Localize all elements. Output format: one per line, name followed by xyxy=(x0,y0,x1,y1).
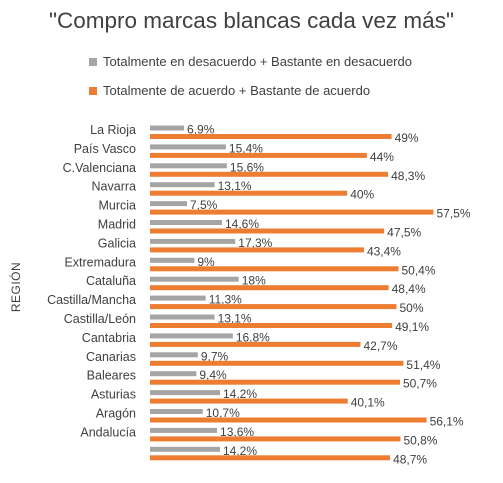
value-label-desacuerdo-cataluna: 18% xyxy=(242,274,266,288)
value-label-desacuerdo-aragon: 10,7% xyxy=(206,406,240,420)
value-label-acuerdo-galicia: 43,4% xyxy=(367,244,401,258)
category-label-castilla-leon: Castilla/León xyxy=(64,312,136,326)
value-label-acuerdo-cataluna: 48,4% xyxy=(392,282,426,296)
category-label-andalucia: Andalucía xyxy=(80,425,136,439)
bar-acuerdo-aragon xyxy=(150,417,427,423)
bar-desacuerdo-murcia xyxy=(150,201,187,207)
bar-acuerdo-baleares xyxy=(150,379,400,385)
value-label-desacuerdo-row-18: 14,2% xyxy=(223,444,257,458)
value-label-desacuerdo-cantabria: 16,8% xyxy=(236,330,270,344)
bar-desacuerdo-cantabria xyxy=(150,333,233,339)
value-label-acuerdo-navarra: 40% xyxy=(350,188,374,202)
bar-acuerdo-extremadura xyxy=(150,266,399,272)
value-label-acuerdo-extremadura: 50,4% xyxy=(401,263,435,277)
bar-acuerdo-canarias xyxy=(150,360,404,366)
category-label-cataluna: Cataluña xyxy=(86,274,136,288)
category-label-madrid: Madrid xyxy=(98,218,136,232)
category-label-galicia: Galicia xyxy=(98,236,136,250)
bar-acuerdo-asturias xyxy=(150,398,348,404)
category-label-murcia: Murcia xyxy=(98,199,136,213)
category-label-asturias: Asturias xyxy=(91,388,136,402)
bar-desacuerdo-extremadura xyxy=(150,257,195,263)
bar-desacuerdo-asturias xyxy=(150,390,221,396)
bar-desacuerdo-canarias xyxy=(150,352,198,358)
bar-acuerdo-castilla-leon xyxy=(150,323,393,328)
value-label-desacuerdo-la-rioja: 6,9% xyxy=(187,123,215,137)
value-label-acuerdo-aragon: 56,1% xyxy=(430,415,464,429)
value-label-acuerdo-asturias: 40,1% xyxy=(351,396,385,410)
value-label-desacuerdo-castilla-mancha: 11,3% xyxy=(209,293,242,307)
bar-desacuerdo-galicia xyxy=(150,238,236,244)
legend-label-desacuerdo: Totalmente en desacuerdo + Bastante en d… xyxy=(103,54,412,69)
value-label-desacuerdo-madrid: 14,6% xyxy=(225,217,259,231)
chart-title: "Compro marcas blancas cada vez más" xyxy=(49,8,454,33)
legend-item-acuerdo: Totalmente de acuerdo + Bastante de acue… xyxy=(89,83,370,98)
bar-acuerdo-galicia xyxy=(150,247,364,253)
bar-desacuerdo-pais-vasco xyxy=(150,144,226,150)
bar-desacuerdo-madrid xyxy=(150,220,222,225)
value-label-acuerdo-row-18: 48,7% xyxy=(393,452,427,466)
value-label-desacuerdo-pais-vasco: 15,4% xyxy=(229,141,263,155)
bar-acuerdo-row-18 xyxy=(150,455,391,461)
category-label-navarra: Navarra xyxy=(92,180,137,194)
bar-acuerdo-madrid xyxy=(150,228,385,234)
value-label-desacuerdo-navarra: 13,1% xyxy=(218,179,252,193)
category-label-pais-vasco: País Vasco xyxy=(74,142,136,156)
value-label-acuerdo-la-rioja: 49% xyxy=(395,131,419,145)
value-label-desacuerdo-murcia: 7,5% xyxy=(190,198,218,212)
category-label-c-valenciana: C.Valenciana xyxy=(63,161,136,175)
bar-acuerdo-cataluna xyxy=(150,285,389,291)
bar-desacuerdo-andalucia xyxy=(150,427,218,433)
value-label-acuerdo-castilla-mancha: 50% xyxy=(400,301,424,315)
bar-acuerdo-andalucia xyxy=(150,436,401,442)
bar-acuerdo-castilla-mancha xyxy=(150,304,397,310)
bar-desacuerdo-row-18 xyxy=(150,446,221,452)
bar-acuerdo-cantabria xyxy=(150,341,361,347)
bar-desacuerdo-c-valenciana xyxy=(150,163,227,169)
bar-desacuerdo-cataluna xyxy=(150,276,239,282)
category-label-cantabria: Cantabria xyxy=(82,331,136,345)
y-axis-title: REGIÓN xyxy=(8,262,23,312)
value-label-acuerdo-pais-vasco: 44% xyxy=(370,150,394,164)
value-label-desacuerdo-c-valenciana: 15,6% xyxy=(230,160,264,174)
legend-item-desacuerdo: Totalmente en desacuerdo + Bastante en d… xyxy=(89,54,412,69)
bar-desacuerdo-navarra xyxy=(150,182,215,188)
legend-swatch-desacuerdo xyxy=(89,58,97,66)
bar-acuerdo-pais-vasco xyxy=(150,152,367,158)
value-label-desacuerdo-canarias: 9,7% xyxy=(201,349,229,363)
value-label-acuerdo-murcia: 57,5% xyxy=(436,207,470,221)
value-label-acuerdo-cantabria: 42,7% xyxy=(364,339,398,353)
bar-acuerdo-murcia xyxy=(150,209,434,215)
category-label-aragon: Aragón xyxy=(96,407,136,421)
value-label-desacuerdo-castilla-leon: 13,1% xyxy=(218,312,252,326)
bar-acuerdo-c-valenciana xyxy=(150,171,389,177)
value-label-desacuerdo-baleares: 9,4% xyxy=(199,368,227,382)
value-label-acuerdo-madrid: 47,5% xyxy=(387,226,421,240)
value-label-acuerdo-andalucia: 50,8% xyxy=(403,433,437,447)
value-label-desacuerdo-extremadura: 9% xyxy=(197,255,215,269)
category-label-castilla-mancha: Castilla/Mancha xyxy=(47,293,136,307)
category-label-extremadura: Extremadura xyxy=(64,255,136,269)
bar-desacuerdo-baleares xyxy=(150,371,197,377)
bar-desacuerdo-aragon xyxy=(150,409,203,414)
bar-desacuerdo-castilla-leon xyxy=(150,314,215,320)
category-label-la-rioja: La Rioja xyxy=(90,123,136,137)
value-label-desacuerdo-andalucia: 13,6% xyxy=(220,425,254,439)
legend-swatch-acuerdo xyxy=(89,87,97,95)
value-label-acuerdo-castilla-leon: 49,1% xyxy=(395,320,429,334)
bar-acuerdo-la-rioja xyxy=(150,134,392,139)
value-label-desacuerdo-asturias: 14,2% xyxy=(223,387,257,401)
value-label-desacuerdo-galicia: 17,3% xyxy=(238,236,272,250)
bar-desacuerdo-la-rioja xyxy=(150,125,185,131)
legend-label-acuerdo: Totalmente de acuerdo + Bastante de acue… xyxy=(103,83,371,98)
value-label-acuerdo-c-valenciana: 48,3% xyxy=(391,169,425,183)
bar-acuerdo-navarra xyxy=(150,190,348,196)
category-label-baleares: Baleares xyxy=(87,369,136,383)
value-label-acuerdo-canarias: 51,4% xyxy=(406,358,440,372)
bar-desacuerdo-castilla-mancha xyxy=(150,295,206,301)
category-label-canarias: Canarias xyxy=(86,350,136,364)
value-label-acuerdo-baleares: 50,7% xyxy=(403,377,437,391)
